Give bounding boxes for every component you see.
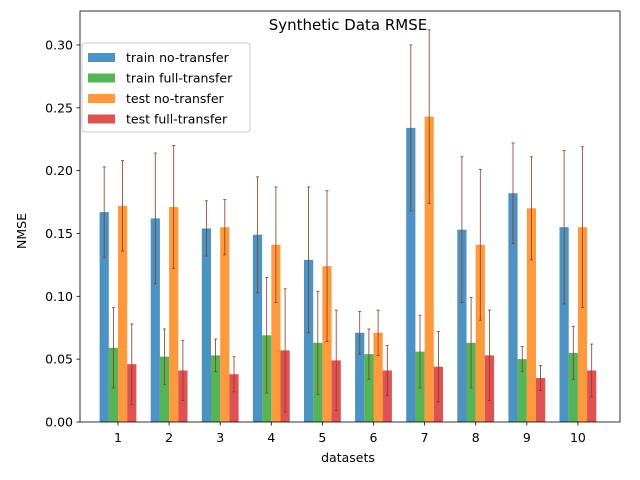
x-tick-label-7: 8 — [472, 430, 480, 445]
y-tick-label-0: 0.00 — [45, 415, 73, 430]
legend-swatch-1 — [88, 73, 115, 83]
legend-label-0: train no-transfer — [126, 50, 230, 65]
bar-2-6 — [424, 116, 434, 422]
bar-2-1 — [169, 207, 179, 422]
bar-1-1 — [159, 356, 170, 422]
bar-0-7 — [457, 229, 467, 422]
axes-layer: 0.00 0.05 0.10 0.15 0.20 0.25 0.30 1 2 3 4 5 6 7 8 9 10 — [45, 10, 621, 445]
legend-box — [81, 42, 251, 133]
bar-0-5 — [355, 332, 365, 422]
legend-swatch-2 — [88, 94, 115, 103]
bar-0-1 — [150, 218, 160, 422]
bar-3-2 — [229, 374, 239, 422]
bar-2-2 — [220, 227, 230, 422]
x-tick-label-0: 1 — [114, 430, 122, 445]
x-tick-label-6: 7 — [421, 430, 429, 445]
bar-0-0 — [99, 212, 109, 422]
y-tick-label-2: 0.10 — [45, 289, 73, 304]
bar-0-2 — [201, 228, 211, 422]
bar-2-5 — [373, 332, 383, 422]
bar-0-4 — [304, 259, 314, 422]
bar-2-4 — [322, 266, 332, 422]
bar-3-5 — [382, 370, 392, 422]
bar-2-3 — [271, 244, 281, 422]
x-tick-label-9: 10 — [570, 430, 586, 445]
x-tick-label-3: 4 — [267, 430, 275, 445]
bar-1-8 — [517, 359, 527, 422]
bar-0-3 — [252, 234, 263, 422]
y-tick-label-5: 0.25 — [45, 100, 73, 115]
legend-label-3: test full-transfer — [126, 112, 228, 127]
x-tick-label-4: 5 — [318, 430, 326, 445]
chart-title: Synthetic Data RMSE — [269, 16, 428, 34]
legend: train no-transfer train full-transfer test… — [81, 42, 251, 133]
bar-0-9 — [559, 227, 569, 422]
bar-1-9 — [568, 352, 578, 422]
bar-2-8 — [526, 208, 536, 422]
y-tick-label-1: 0.05 — [45, 352, 73, 367]
errorbars-layer — [102, 29, 594, 413]
bar-1-2 — [211, 355, 221, 422]
bar-2-0 — [118, 205, 128, 422]
bar-2-7 — [475, 244, 485, 422]
x-axis-label: datasets — [321, 450, 375, 465]
legend-label-2: test no-transfer — [126, 91, 225, 106]
x-tick-label-1: 2 — [165, 430, 173, 445]
bar-3-8 — [536, 378, 546, 422]
y-tick-label-6: 0.30 — [45, 37, 73, 52]
legend-label-1: train full-transfer — [126, 71, 233, 86]
x-tick-label-5: 6 — [370, 430, 378, 445]
bar-0-8 — [508, 193, 518, 422]
bar-0-6 — [406, 127, 416, 422]
legend-swatch-0 — [88, 53, 115, 62]
bar-1-5 — [364, 354, 374, 422]
y-tick-label-3: 0.15 — [45, 226, 73, 241]
y-axis-label: NMSE — [14, 213, 29, 249]
y-tick-label-4: 0.20 — [45, 163, 73, 178]
bar-2-9 — [577, 227, 588, 422]
x-tick-label-2: 3 — [216, 430, 224, 445]
plot-frame — [79, 10, 621, 423]
x-tick-label-8: 9 — [523, 430, 531, 445]
legend-swatch-3 — [88, 114, 115, 124]
